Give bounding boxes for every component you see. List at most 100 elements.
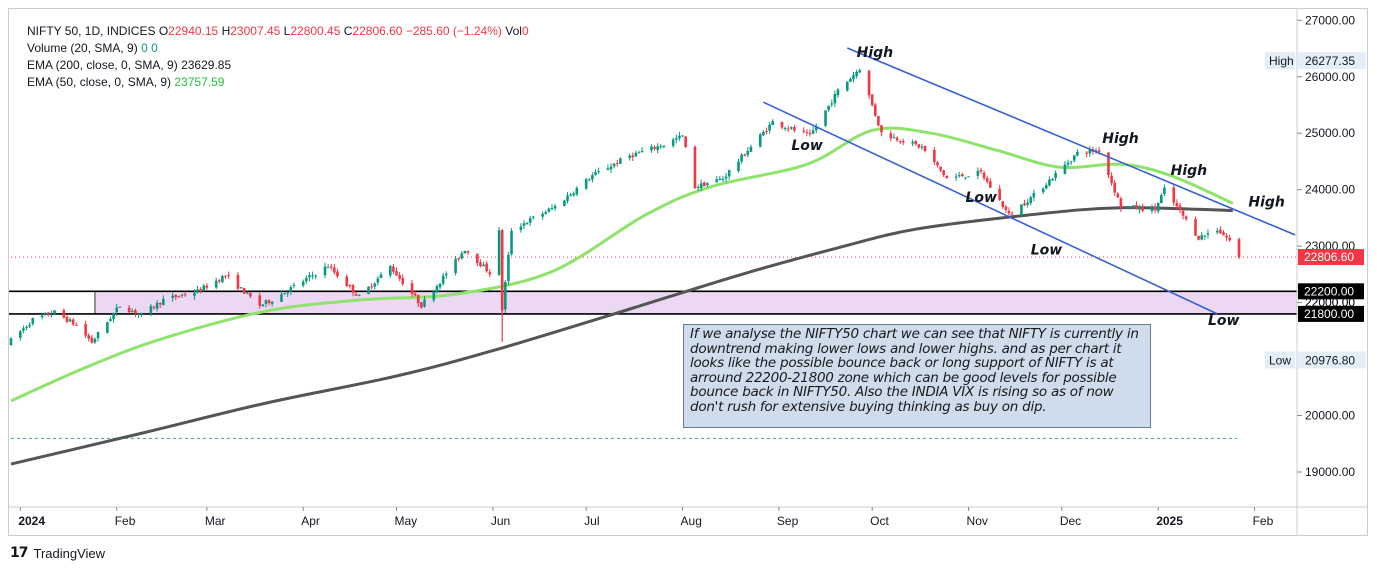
candle-body	[696, 186, 700, 188]
candle-body	[416, 295, 420, 304]
candle-body	[392, 266, 395, 272]
candle-body	[901, 141, 905, 143]
candle-body	[218, 280, 221, 282]
candle-body	[22, 328, 25, 331]
vol-label: Vol	[505, 24, 522, 38]
candle-body	[115, 307, 119, 313]
candle-body	[1172, 187, 1176, 203]
analysis-note[interactable]: If we analyse the NIFTY50 chart we can s…	[683, 324, 1151, 428]
candle-body	[292, 285, 296, 287]
candle-body	[721, 178, 725, 180]
y-tick-label: 25000.00	[1305, 126, 1355, 140]
candle-body	[584, 179, 588, 189]
symbol-title[interactable]: NIFTY 50, 1D, INDICES	[27, 24, 156, 38]
candle-body	[301, 281, 305, 286]
legend-ema200-row[interactable]: EMA (200, close, 0, SMA, 9) 23629.85	[27, 57, 529, 74]
candle-body	[71, 319, 75, 325]
tradingview-logo-icon[interactable]: 17	[10, 545, 29, 561]
legend-ema50-row[interactable]: EMA (50, close, 0, SMA, 9) 23757.59	[27, 74, 529, 91]
candle-body	[1051, 178, 1054, 181]
candle-body	[1069, 161, 1073, 163]
candle-body	[525, 222, 529, 225]
price-chart[interactable]: High Low Low Low High High High Low 27000.00 260…	[9, 9, 1367, 535]
channel-line[interactable]	[763, 101, 1218, 315]
candle-body	[1001, 201, 1005, 208]
candle-body	[671, 139, 675, 146]
candle-body	[575, 187, 579, 195]
candle-body	[1156, 202, 1160, 212]
y-tick-label: 27000.00	[1305, 13, 1355, 27]
candle-body	[74, 324, 78, 326]
candle-body	[373, 283, 377, 287]
candle-body	[370, 286, 373, 288]
footer: 17 TradingView	[10, 545, 105, 561]
candle-body	[423, 299, 426, 307]
candle-body	[1215, 230, 1219, 233]
candle-body	[1225, 235, 1228, 238]
candle-body	[193, 293, 196, 296]
candle-body	[479, 262, 482, 267]
x-tick-label: 2024	[18, 514, 45, 528]
candle-body	[808, 133, 812, 135]
candle-body	[162, 298, 165, 306]
candle-body	[1107, 152, 1110, 175]
legend-volume-row[interactable]: Volume (20, SMA, 9) 0 0	[27, 40, 529, 57]
candle-body	[706, 183, 709, 186]
x-tick-label: Sep	[777, 514, 799, 528]
candle-body	[780, 121, 784, 128]
volume-study: Volume (20, SMA, 9)	[27, 41, 138, 55]
candle-body	[681, 135, 684, 137]
ohlc-close: 22806.60	[352, 24, 403, 38]
candle-body	[572, 193, 576, 196]
candle-body	[911, 141, 914, 144]
candle-body	[1181, 210, 1185, 216]
candle-body	[96, 332, 100, 339]
candle-body	[1197, 235, 1200, 240]
candle-body	[591, 175, 594, 180]
annotation-label: Low	[965, 190, 997, 206]
candle-body	[376, 278, 380, 283]
candle-body	[783, 128, 787, 130]
candle-body	[395, 271, 398, 276]
candle-body	[743, 154, 747, 156]
trend-channel[interactable]	[763, 47, 1296, 315]
high-tag: High	[1269, 54, 1294, 68]
candle-body	[289, 287, 293, 292]
annotation-label: Low	[791, 138, 823, 154]
candle-body	[609, 166, 613, 170]
candle-body	[762, 131, 765, 136]
candle-body	[1044, 185, 1048, 189]
candle-body	[311, 275, 314, 277]
chart-frame: High Low Low Low High High High Low 27000.00 260…	[8, 8, 1368, 536]
candle-body	[1175, 202, 1179, 207]
ohlc-high: 23007.45	[230, 24, 281, 38]
candle-body	[1085, 152, 1088, 154]
candle-body	[1076, 151, 1079, 156]
candle-body	[628, 155, 631, 158]
candle-body	[109, 319, 112, 322]
candle-body	[326, 267, 330, 269]
candle-body	[631, 155, 635, 158]
candle-body	[196, 289, 199, 293]
candle-body	[1029, 197, 1033, 204]
brand-name[interactable]: TradingView	[33, 545, 106, 561]
candle-body	[305, 277, 308, 282]
candle-body	[873, 104, 877, 116]
candle-body	[746, 150, 750, 155]
candle-body	[106, 322, 109, 334]
candle-body	[507, 254, 510, 282]
candle-body	[118, 306, 122, 308]
candle-body	[1072, 155, 1076, 161]
candle-body	[1004, 206, 1008, 210]
lower-tag: 21800.00	[1304, 307, 1354, 321]
channel-line[interactable]	[847, 47, 1296, 236]
candle-body	[612, 163, 616, 167]
candle-body	[476, 253, 479, 264]
candle-body	[40, 315, 44, 318]
candle-body	[640, 150, 644, 152]
candle-body	[1023, 203, 1026, 206]
candle-body	[1184, 216, 1188, 220]
candle-body	[308, 275, 311, 278]
candle-body	[805, 132, 809, 134]
last-price-tag[interactable]: 22806.60	[1304, 250, 1354, 264]
